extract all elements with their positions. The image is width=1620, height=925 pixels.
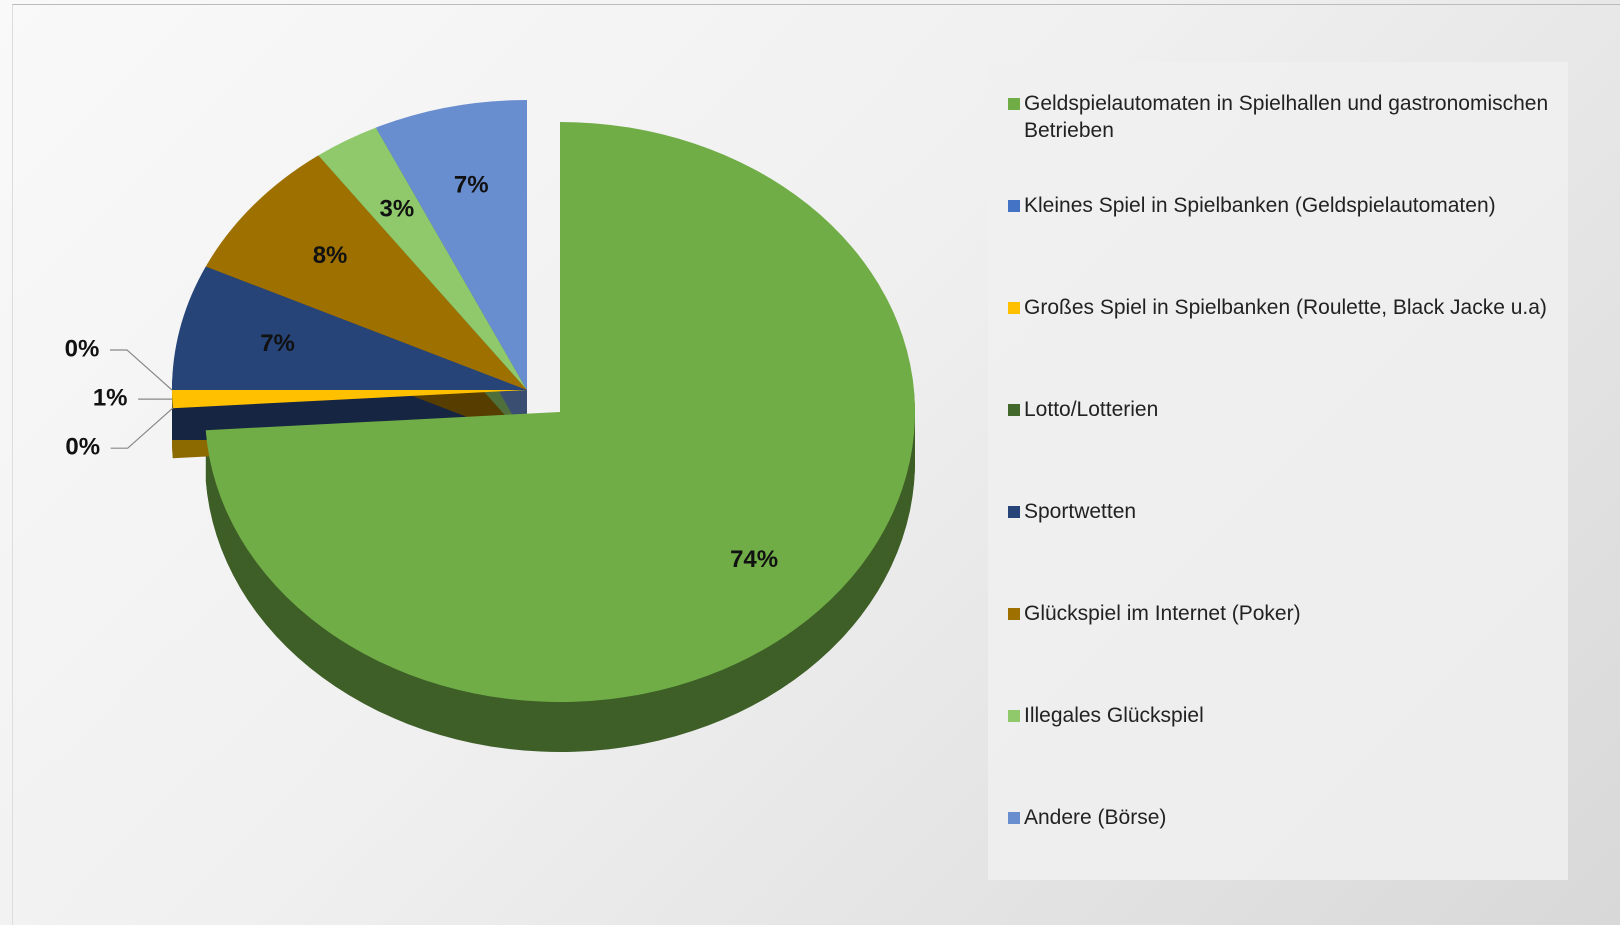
legend-item: Glückspiel im Internet (Poker) bbox=[1008, 600, 1569, 627]
legend-swatch bbox=[1008, 302, 1020, 314]
slice bbox=[172, 390, 527, 409]
legend-label: Illegales Glückspiel bbox=[1024, 704, 1204, 727]
data-label: 0% bbox=[65, 335, 100, 362]
legend-swatch bbox=[1008, 200, 1020, 212]
leader-line bbox=[110, 407, 174, 449]
legend-label: Lotto/Lotterien bbox=[1024, 398, 1159, 421]
data-label: 8% bbox=[313, 242, 348, 269]
legend-item: Andere (Börse) bbox=[1008, 804, 1569, 831]
legend-label: Großes Spiel in Spielbanken (Roulette, B… bbox=[1024, 296, 1547, 319]
legend-swatch bbox=[1008, 506, 1020, 518]
legend-swatch bbox=[1008, 710, 1020, 722]
slice bbox=[205, 155, 528, 390]
frame bbox=[12, 4, 1620, 925]
legend-label: Geldspielautomaten in Spielhallen und ga… bbox=[1024, 92, 1549, 142]
data-label: 7% bbox=[260, 330, 295, 357]
legend-swatch bbox=[1008, 98, 1020, 110]
data-label: 0% bbox=[65, 434, 100, 461]
slice bbox=[375, 100, 527, 390]
legend-item: Illegales Glückspiel bbox=[1008, 702, 1569, 729]
legend-label: Sportwetten bbox=[1024, 500, 1137, 523]
legend-label: Kleines Spiel in Spielbanken (Geldspiela… bbox=[1024, 194, 1496, 217]
legend: Geldspielautomaten in Spielhallen und ga… bbox=[988, 62, 1568, 880]
slice bbox=[205, 122, 916, 702]
legend-item: Geldspielautomaten in Spielhallen und ga… bbox=[1008, 90, 1569, 144]
legend-swatch bbox=[1008, 404, 1020, 416]
legend-swatch bbox=[1008, 812, 1020, 824]
slice bbox=[172, 266, 527, 390]
data-label: 3% bbox=[380, 196, 415, 223]
data-label: 74% bbox=[730, 546, 778, 573]
legend-item: Großes Spiel in Spielbanken (Roulette, B… bbox=[1008, 294, 1569, 321]
legend-label: Glückspiel im Internet (Poker) bbox=[1024, 602, 1301, 625]
data-label: 7% bbox=[454, 172, 489, 199]
legend-item: Kleines Spiel in Spielbanken (Geldspiela… bbox=[1008, 192, 1569, 219]
legend-item: Lotto/Lotterien bbox=[1008, 396, 1569, 423]
legend-item: Sportwetten bbox=[1008, 498, 1569, 525]
leader-line bbox=[110, 349, 173, 391]
legend-label: Andere (Börse) bbox=[1024, 806, 1167, 829]
legend-swatch bbox=[1008, 608, 1020, 620]
data-label: 1% bbox=[93, 384, 128, 411]
slice bbox=[318, 127, 527, 390]
